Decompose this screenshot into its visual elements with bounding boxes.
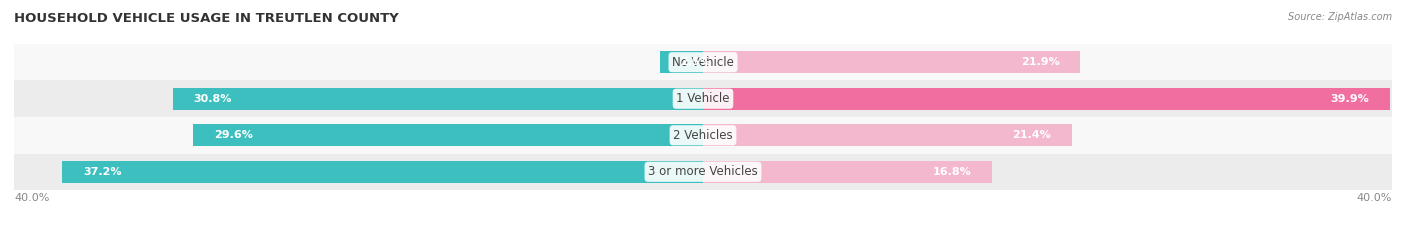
Text: 2.5%: 2.5% [681, 57, 711, 67]
Bar [14, 154, 1392, 190]
Text: 21.4%: 21.4% [1012, 130, 1050, 140]
Bar [62, 161, 703, 183]
Bar [703, 88, 1391, 110]
Text: 29.6%: 29.6% [214, 130, 253, 140]
Text: 37.2%: 37.2% [83, 167, 121, 177]
Text: 21.9%: 21.9% [1021, 57, 1060, 67]
Bar [193, 124, 703, 146]
Bar [14, 80, 1392, 117]
Bar [703, 161, 993, 183]
Text: 1 Vehicle: 1 Vehicle [676, 92, 730, 105]
Text: 2 Vehicles: 2 Vehicles [673, 129, 733, 142]
Text: No Vehicle: No Vehicle [672, 56, 734, 69]
Text: Source: ZipAtlas.com: Source: ZipAtlas.com [1288, 12, 1392, 22]
Text: 40.0%: 40.0% [14, 193, 49, 203]
Text: 40.0%: 40.0% [1357, 193, 1392, 203]
Bar [14, 44, 1392, 80]
Bar [173, 88, 703, 110]
Bar [703, 51, 1080, 73]
Bar [703, 124, 1071, 146]
Text: HOUSEHOLD VEHICLE USAGE IN TREUTLEN COUNTY: HOUSEHOLD VEHICLE USAGE IN TREUTLEN COUN… [14, 12, 399, 25]
Bar [659, 51, 703, 73]
Bar [14, 117, 1392, 154]
Text: 3 or more Vehicles: 3 or more Vehicles [648, 165, 758, 178]
Text: 39.9%: 39.9% [1331, 94, 1369, 104]
Text: 16.8%: 16.8% [934, 167, 972, 177]
Text: 30.8%: 30.8% [193, 94, 232, 104]
